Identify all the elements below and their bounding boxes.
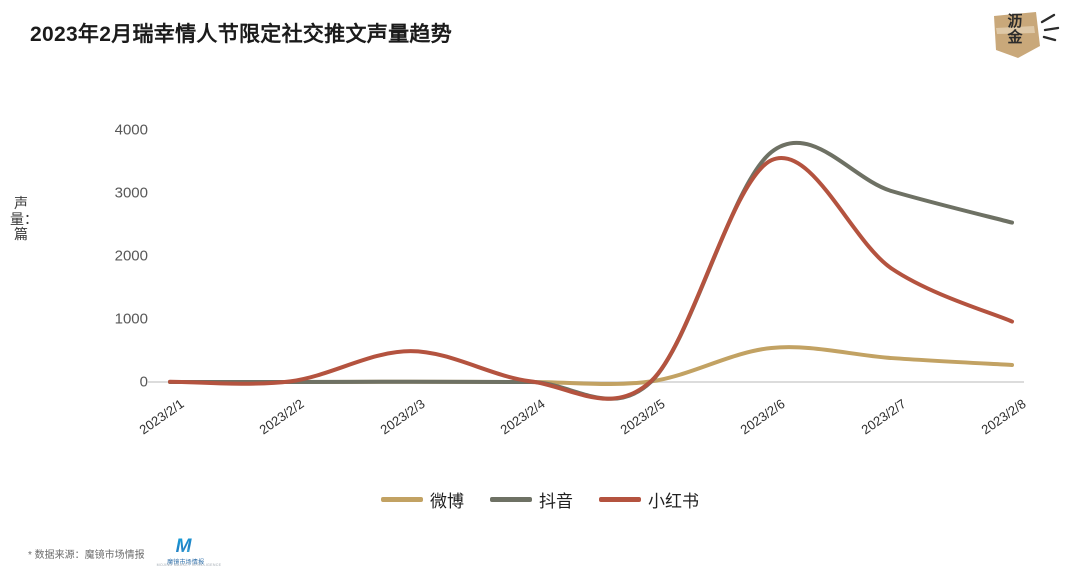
brand-logo-line1: 沥 <box>1007 13 1023 30</box>
y-axis-title: 声量：篇 <box>10 195 38 243</box>
chart-legend: 微博 抖音 小红书 <box>0 487 1080 512</box>
brand-logo-text: 沥 金 <box>1000 14 1030 46</box>
series-line-抖音 <box>168 140 1014 401</box>
footer: * 数据来源：魔镜市场情报 M 魔镜市场情报 MOJING MARKET INT… <box>28 536 222 568</box>
y-axis-tick: 2000 <box>114 247 148 265</box>
data-source-note: * 数据来源：魔镜市场情报 <box>28 549 145 561</box>
legend-swatch-icon <box>381 497 423 502</box>
series-line-小红书 <box>168 156 1014 401</box>
legend-item-抖音[interactable]: 抖音 <box>490 487 573 512</box>
brand-logo-line2: 金 <box>1007 28 1023 46</box>
y-axis-tick: 1000 <box>114 310 148 328</box>
legend-item-小红书[interactable]: 小红书 <box>599 487 699 512</box>
mojing-logo-name: 魔镜市场情报 <box>167 560 205 566</box>
brand-logo-shape <box>994 12 1060 58</box>
legend-label: 微博 <box>430 492 464 511</box>
y-axis-tick: 0 <box>139 373 148 391</box>
legend-swatch-icon <box>490 497 532 502</box>
legend-swatch-icon <box>599 497 641 502</box>
legend-label: 抖音 <box>539 492 573 511</box>
page-title: 2023年2月瑞幸情人节限定社交推文声量趋势 <box>30 23 452 46</box>
mojing-m-icon: M <box>175 536 192 557</box>
brand-logo: 沥 金 <box>988 6 1062 66</box>
mojing-logo: M 魔镜市场情报 MOJING MARKET INTELLIGENCE <box>156 536 222 568</box>
legend-item-微博[interactable]: 微博 <box>381 487 464 512</box>
mojing-logo-subtitle: MOJING MARKET INTELLIGENCE <box>156 563 222 567</box>
y-axis-tick: 4000 <box>114 121 148 139</box>
y-axis-tick: 3000 <box>114 184 148 202</box>
legend-label: 小红书 <box>648 492 699 511</box>
